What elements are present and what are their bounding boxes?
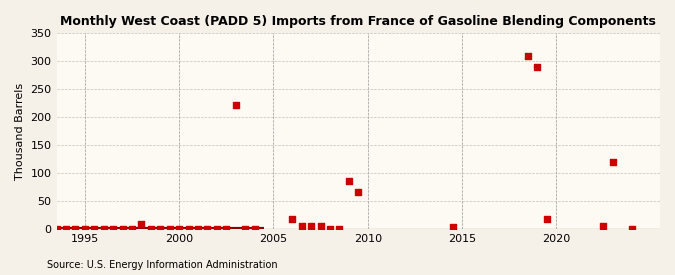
Point (447, 225, 458, 229)
Point (70, 226, 81, 231)
Point (315, 224, 326, 229)
Point (192, 226, 203, 231)
Title: Monthly West Coast (PADD 5) Imports from France of Gasoline Blending Components: Monthly West Coast (PADD 5) Imports from… (60, 15, 656, 28)
Point (230, 103, 241, 107)
Point (183, 226, 194, 231)
Point (541, 216, 552, 221)
Point (61, 226, 72, 231)
Point (127, 226, 138, 231)
Point (240, 226, 250, 231)
Point (99, 226, 109, 231)
Point (353, 190, 364, 195)
Text: Source: U.S. Energy Information Administration: Source: U.S. Energy Information Administ… (47, 260, 278, 270)
Point (306, 224, 317, 229)
Point (598, 224, 609, 228)
Point (80, 226, 90, 231)
Point (608, 160, 618, 164)
Point (155, 226, 165, 231)
Point (51, 226, 62, 231)
Point (221, 226, 232, 231)
Point (202, 226, 213, 231)
Point (325, 226, 335, 231)
Point (173, 226, 184, 231)
Point (522, 53, 533, 58)
Point (296, 224, 307, 229)
Point (211, 226, 222, 231)
Point (108, 226, 119, 231)
Point (344, 179, 354, 183)
Point (89, 226, 100, 231)
Point (287, 216, 298, 221)
Point (164, 226, 175, 231)
Point (145, 226, 156, 231)
Point (626, 226, 637, 231)
Y-axis label: Thousand Barrels: Thousand Barrels (15, 82, 25, 180)
Point (249, 226, 260, 231)
Point (532, 65, 543, 69)
Point (136, 222, 146, 226)
Point (334, 226, 345, 231)
Point (117, 226, 128, 231)
